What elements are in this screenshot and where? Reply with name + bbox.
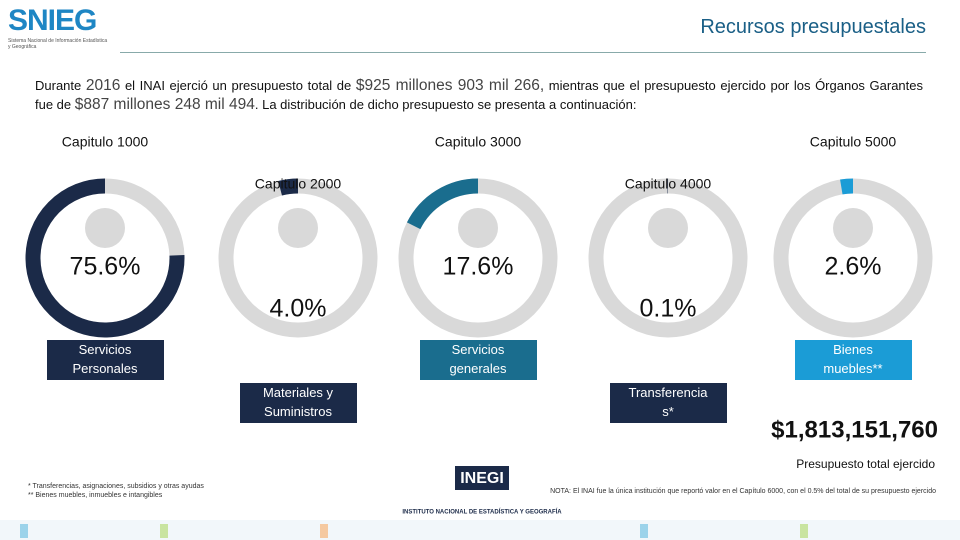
- footnote: * Transferencias, asignaciones, subsidio…: [28, 483, 204, 490]
- inegi-name: INSTITUTO NACIONAL DE ESTADÍSTICA Y GEOG…: [402, 508, 562, 516]
- description-line: Transferencia: [629, 385, 709, 400]
- intro-figure: $887 millones 248 mil 494: [74, 96, 255, 113]
- value-label: 17.6%: [443, 253, 514, 281]
- description-box: [795, 340, 912, 380]
- category-label: Capitulo 1000: [62, 134, 149, 150]
- icon: [85, 208, 125, 248]
- description: Transferencia s*: [629, 385, 709, 419]
- description-box: [47, 340, 164, 380]
- description-line: Personales: [72, 361, 138, 376]
- donut-arc: [278, 178, 299, 196]
- value-label: 4.0%: [270, 295, 327, 323]
- description-line: Servicios: [79, 342, 132, 357]
- description-line: Servicios: [452, 342, 505, 357]
- note: NOTA: El INAI fue la única institución q…: [550, 488, 936, 495]
- decor-strip: [0, 520, 960, 540]
- description: Materiales y Suministros: [263, 385, 334, 419]
- intro-text: Durante: [35, 78, 86, 93]
- icon: [278, 208, 318, 248]
- value-label: 0.1%: [640, 295, 697, 323]
- strip-block: [800, 524, 808, 538]
- intro-figure: 2016: [85, 77, 121, 94]
- rule: [120, 52, 926, 53]
- footnote: ** Bienes muebles, inmuebles e intangibl…: [28, 492, 163, 499]
- strip-block: [320, 524, 328, 538]
- description-line: Suministros: [264, 404, 332, 419]
- value-label: 75.6%: [70, 253, 141, 281]
- category-label: Capitulo 2000: [255, 176, 342, 192]
- donut-arc: [406, 178, 479, 230]
- description-line: muebles**: [823, 361, 882, 376]
- strip: [0, 520, 960, 540]
- intro-text: el INAI ejerció un presupuesto total de: [120, 78, 356, 93]
- donut-arc: [840, 178, 854, 195]
- donut-arc: [25, 178, 185, 338]
- inegi-logo: INEGI: [460, 470, 504, 487]
- category-label: Capitulo 4000: [625, 176, 712, 192]
- description: Bienes muebles**: [823, 342, 882, 376]
- value-label: 2.6%: [825, 253, 882, 281]
- description: Servicios Personales: [72, 342, 138, 376]
- icon: [648, 208, 688, 248]
- total-label: Presupuesto total ejercido: [796, 457, 935, 471]
- logo: SNIEG: [8, 4, 97, 37]
- description-line: s*: [662, 404, 674, 419]
- description-line: Bienes: [833, 342, 873, 357]
- intro: Durante 2016 el INAI ejerció un presupue…: [35, 76, 923, 114]
- description-box: [610, 383, 727, 423]
- icon: [833, 208, 873, 248]
- logo-subtitle: Sistema Nacional de Información Estadíst…: [8, 38, 108, 50]
- description-box: [420, 340, 537, 380]
- strip-block: [20, 524, 28, 538]
- category-label: Capitulo 3000: [435, 134, 522, 150]
- strip-block: [640, 524, 648, 538]
- icon: [458, 208, 498, 248]
- description-line: generales: [449, 361, 507, 376]
- category-label: Capitulo 5000: [810, 134, 897, 150]
- inegi-logo-bg: [455, 466, 509, 490]
- description-box: [240, 383, 357, 423]
- total-value: $1,813,151,760: [771, 416, 938, 443]
- intro-figure: $925 millones 903 mil 266,: [355, 77, 545, 94]
- description-line: Materiales y: [263, 385, 334, 400]
- intro-text: mientras que el presupuesto ejercido por…: [35, 78, 923, 112]
- title: Recursos presupuestales: [700, 16, 926, 38]
- strip-block: [160, 524, 168, 538]
- intro-text: . La distribución de dicho presupuesto s…: [254, 97, 637, 112]
- description: Servicios generales: [449, 342, 507, 376]
